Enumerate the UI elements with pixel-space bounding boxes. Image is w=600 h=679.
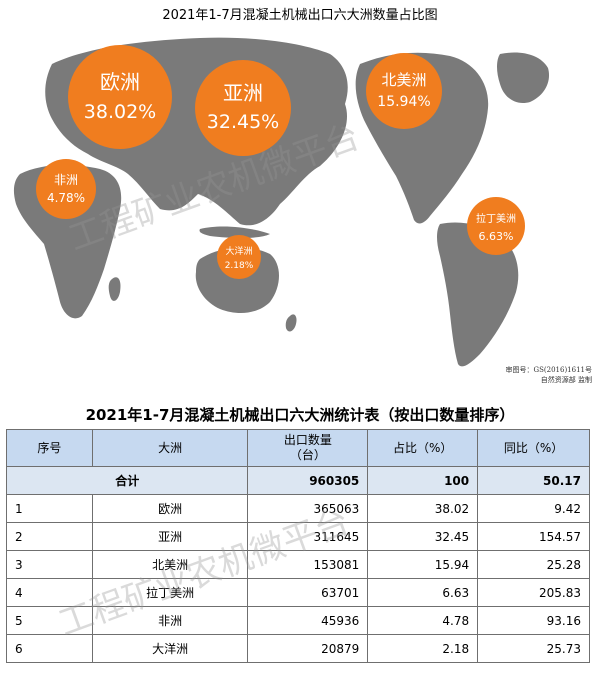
- statistics-table: 序号 大洲 出口数量 （台） 占比（%） 同比（%） 合计 960305 100…: [5, 429, 590, 663]
- indonesia-landmass: [199, 226, 270, 239]
- header-share: 占比（%）: [367, 429, 479, 467]
- row-seq: 1: [6, 494, 93, 523]
- row-qty: 45936: [247, 606, 369, 635]
- row-share: 2.18: [367, 634, 479, 663]
- total-row: 合计 960305 100 50.17: [5, 466, 590, 495]
- bubble-label-north-america: 北美洲: [381, 71, 426, 89]
- table-row: 3 北美洲 153081 15.94 25.28: [6, 550, 590, 579]
- madagascar-landmass: [108, 277, 121, 301]
- header-qty: 出口数量 （台）: [247, 429, 369, 467]
- row-qty: 20879: [247, 634, 369, 663]
- row-continent: 拉丁美洲: [91, 578, 249, 607]
- bubble-africa: 非洲 4.78%: [36, 159, 96, 219]
- bubble-label-oceania: 大洋洲: [225, 245, 252, 257]
- greenland-landmass: [497, 52, 550, 104]
- map-title: 2021年1-7月混凝土机械出口六大洲数量占比图: [162, 8, 438, 23]
- row-share: 6.63: [367, 578, 479, 607]
- bubble-oceania: 大洋洲 2.18%: [217, 235, 261, 279]
- row-seq: 4: [6, 578, 93, 607]
- row-seq: 3: [6, 550, 93, 579]
- bubble-label-europe: 欧洲: [100, 70, 140, 94]
- bubble-label-latin-america: 拉丁美洲: [476, 212, 516, 225]
- row-continent: 亚洲: [91, 522, 249, 551]
- row-yoy: 93.16: [477, 606, 590, 635]
- bubble-value-north-america: 15.94%: [377, 94, 430, 110]
- row-continent: 欧洲: [91, 494, 249, 523]
- row-qty: 311645: [247, 522, 369, 551]
- row-continent: 北美洲: [91, 550, 249, 579]
- header-yoy: 同比（%）: [477, 429, 590, 467]
- map-approval-authority: 自然资源部 监制: [540, 376, 592, 384]
- map-approval-note: 审图号：GS(2016)1611号 自然资源部 监制: [506, 365, 592, 385]
- row-share: 38.02: [367, 494, 479, 523]
- total-yoy: 50.17: [477, 466, 590, 495]
- row-yoy: 9.42: [477, 494, 590, 523]
- bubble-latin-america: 拉丁美洲 6.63%: [467, 197, 525, 255]
- bubble-value-europe: 38.02%: [84, 101, 156, 123]
- bubble-europe: 欧洲 38.02%: [68, 45, 172, 149]
- bubble-north-america: 北美洲 15.94%: [366, 53, 442, 129]
- row-seq: 5: [6, 606, 93, 635]
- row-share: 4.78: [367, 606, 479, 635]
- row-yoy: 154.57: [477, 522, 590, 551]
- row-seq: 6: [6, 634, 93, 663]
- row-seq: 2: [6, 522, 93, 551]
- row-qty: 63701: [247, 578, 369, 607]
- row-continent: 大洋洲: [91, 634, 249, 663]
- table-title: 2021年1-7月混凝土机械出口六大洲统计表（按出口数量排序）: [85, 406, 515, 424]
- new-zealand-landmass: [285, 314, 297, 332]
- south-america-landmass: [437, 222, 519, 367]
- header-seq: 序号: [6, 429, 93, 467]
- row-yoy: 25.28: [477, 550, 590, 579]
- bubble-label-asia: 亚洲: [223, 81, 263, 105]
- row-share: 15.94: [367, 550, 479, 579]
- bubble-asia: 亚洲 32.45%: [195, 60, 291, 156]
- row-qty: 365063: [247, 494, 369, 523]
- total-qty: 960305: [247, 466, 369, 495]
- table-row: 4 拉丁美洲 63701 6.63 205.83: [6, 578, 590, 607]
- bubble-value-africa: 4.78%: [47, 191, 85, 205]
- row-qty: 153081: [247, 550, 369, 579]
- total-label: 合计: [5, 466, 249, 495]
- map-approval-number: 审图号：GS(2016)1611号: [505, 366, 592, 374]
- bubble-value-latin-america: 6.63%: [479, 230, 514, 243]
- row-share: 32.45: [367, 522, 479, 551]
- row-yoy: 205.83: [477, 578, 590, 607]
- world-map: 欧洲 38.02% 亚洲 32.45% 北美洲 15.94% 非洲 4.78% …: [13, 37, 550, 367]
- bubble-value-oceania: 2.18%: [225, 261, 254, 271]
- header-continent: 大洲: [91, 429, 249, 467]
- total-share: 100: [367, 466, 479, 495]
- row-yoy: 25.73: [477, 634, 590, 663]
- table-header-row: 序号 大洲 出口数量 （台） 占比（%） 同比（%）: [6, 429, 590, 467]
- table-row: 2 亚洲 311645 32.45 154.57: [6, 522, 590, 551]
- bubble-label-africa: 非洲: [54, 173, 78, 187]
- table-row: 1 欧洲 365063 38.02 9.42: [6, 494, 590, 523]
- table-row: 6 大洋洲 20879 2.18 25.73: [6, 634, 590, 663]
- table-row: 5 非洲 45936 4.78 93.16: [6, 606, 590, 635]
- row-continent: 非洲: [91, 606, 249, 635]
- bubble-value-asia: 32.45%: [207, 111, 279, 133]
